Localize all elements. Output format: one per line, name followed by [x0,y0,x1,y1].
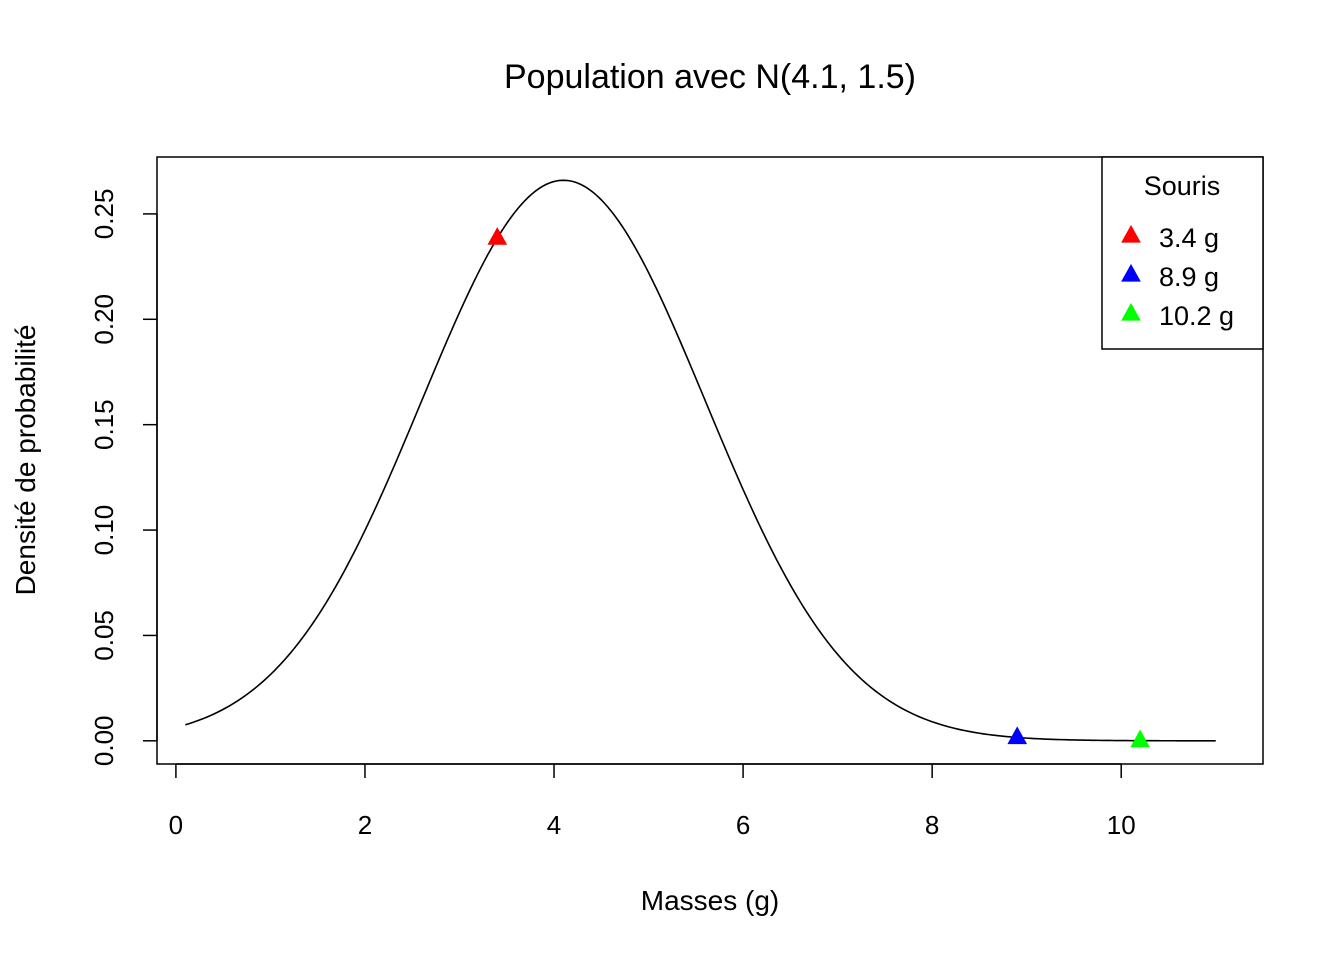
x-tick-label: 0 [169,810,183,840]
legend-entry-label: 3.4 g [1159,223,1219,253]
x-axis-label: Masses (g) [641,885,779,916]
data-point [1130,729,1150,748]
density-curve [185,179,1216,742]
y-tick-label: 0.05 [89,610,119,661]
data-point [1007,726,1028,745]
y-tick-label: 0.25 [89,189,119,240]
legend-marker [1121,302,1141,321]
data-points [487,227,1150,748]
legend-marker [1121,263,1141,282]
y-tick-label: 0.00 [89,716,119,767]
legend: Souris 3.4 g 8.9 g 10.2 g [1101,156,1264,350]
x-tick-label: 10 [1107,810,1136,840]
x-axis: 0 2 4 6 8 10 [169,763,1136,840]
y-axis: 0.00 0.05 0.10 0.15 0.20 0.25 [89,189,158,767]
y-tick-label: 0.10 [89,505,119,556]
legend-title: Souris [1144,171,1221,201]
data-point [487,227,508,245]
plot-area [156,156,1264,765]
y-axis-label: Densité de probabilité [10,325,41,596]
x-tick-label: 2 [358,810,372,840]
x-tick-label: 8 [925,810,939,840]
x-tick-label: 6 [736,810,750,840]
y-tick-label: 0.20 [89,294,119,345]
y-tick-label: 0.15 [89,399,119,450]
legend-entry-label: 10.2 g [1159,301,1234,331]
chart-title: Population avec N(4.1, 1.5) [504,58,916,96]
legend-marker [1121,224,1141,243]
legend-entry-label: 8.9 g [1159,262,1219,292]
x-tick-label: 4 [547,810,561,840]
